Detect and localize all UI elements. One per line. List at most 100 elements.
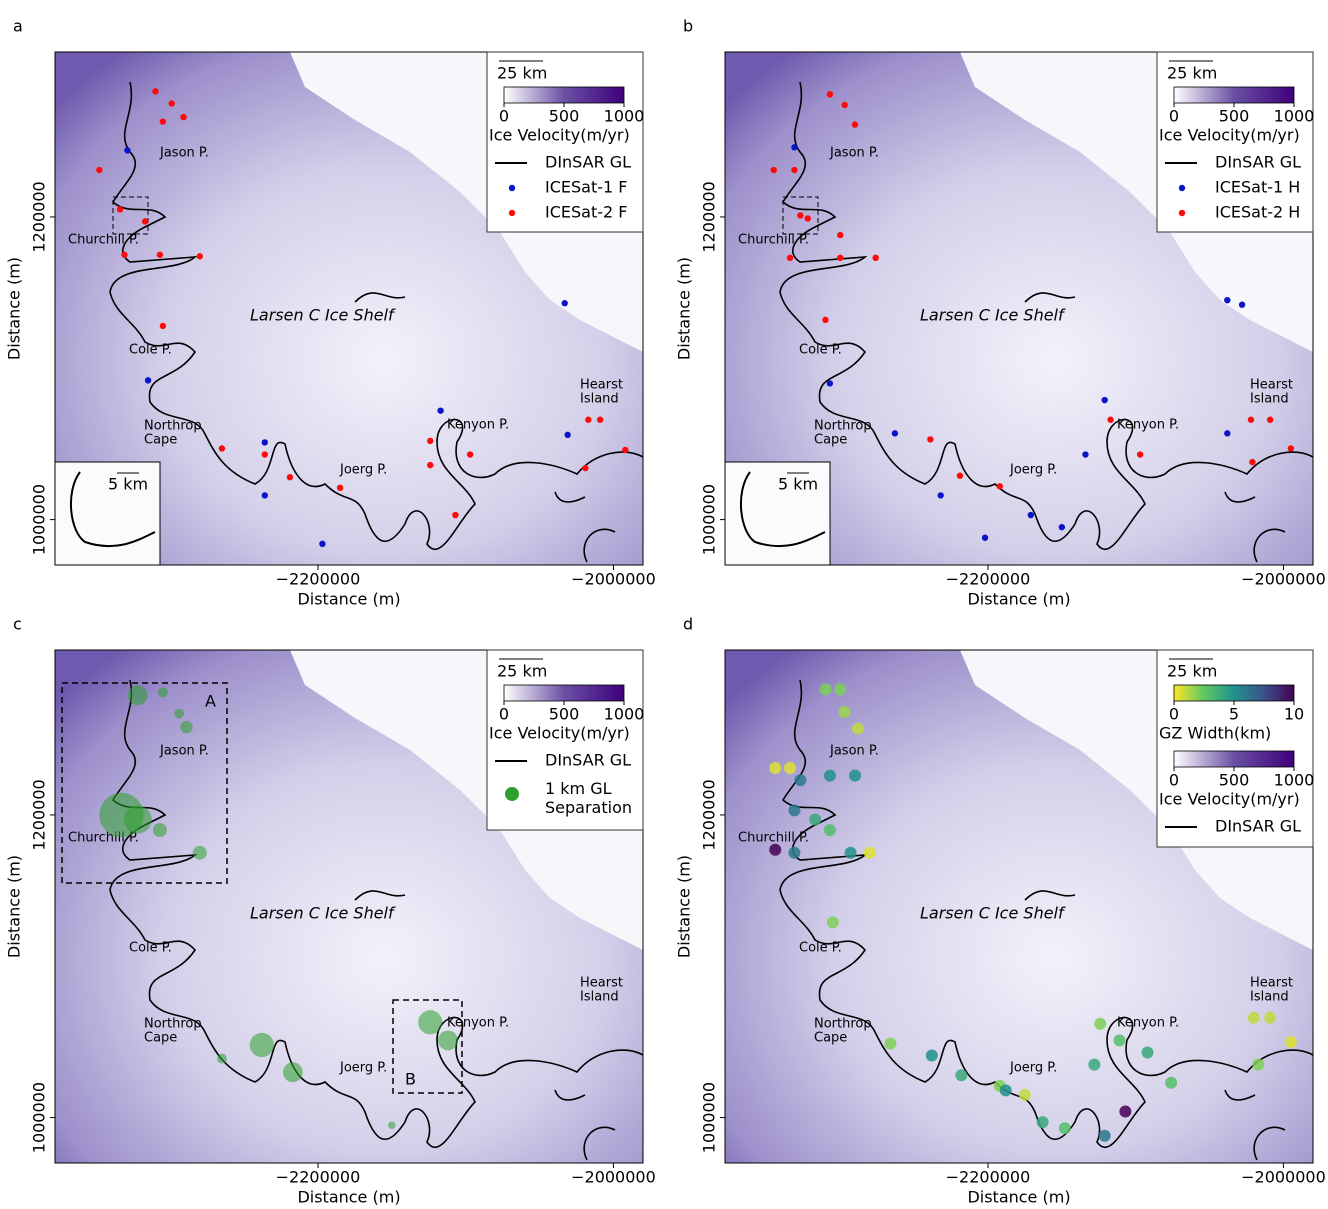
separation-circle (180, 721, 193, 734)
gz-width-point (788, 847, 800, 859)
point (452, 512, 458, 518)
legend-label-box: 1 km GL Separation (545, 779, 641, 821)
place-label: Cole P. (799, 343, 842, 358)
gz-width-point (1113, 1034, 1125, 1046)
point (1239, 302, 1245, 308)
colorbar-label: Ice Velocity(m/yr) (489, 724, 630, 743)
colorbar-tick-label: 500 (549, 107, 580, 126)
gz-width-point (1037, 1116, 1049, 1128)
x-axis-label: Distance (m) (967, 1188, 1070, 1206)
place-label: Jason P. (159, 146, 209, 161)
panel: Jason P.Churchill P.Cole P.NorthropCapeK… (5, 615, 656, 1206)
gz-width-point (834, 683, 846, 695)
point (262, 451, 268, 457)
place-label: Northrop (814, 1017, 872, 1032)
inset-scale-label: 5 km (108, 475, 148, 494)
scale-bar-label: 25 km (1167, 64, 1217, 83)
panel-label: c (13, 615, 22, 634)
x-tick-label: −2200000 (946, 570, 1031, 589)
point (937, 492, 943, 498)
x-axis-label: Distance (m) (967, 590, 1070, 609)
gz-width-point (769, 844, 781, 856)
point (564, 432, 570, 438)
gz-width-point (1165, 1077, 1177, 1089)
gz-width-point (819, 683, 831, 695)
point (997, 483, 1003, 489)
x-tick-label: −2200000 (276, 1168, 361, 1187)
separation-circle (388, 1121, 396, 1129)
point (771, 167, 777, 173)
gz-width-point (864, 847, 876, 859)
gz-width-point (1285, 1036, 1297, 1048)
separation-circle (217, 1054, 227, 1064)
legend-label: ICESat-2 H (1215, 203, 1300, 222)
point (1224, 430, 1230, 436)
separation-circle (124, 805, 152, 833)
legend: 25 km0510GZ Width(km)05001000Ice Velocit… (1157, 650, 1314, 847)
place-label: Island (580, 990, 619, 1005)
panel: Jason P.Churchill P.Cole P.NorthropCapeK… (675, 615, 1326, 1206)
legend: 25 km05001000Ice Velocity(m/yr)DInSAR GL… (487, 650, 644, 830)
gz-width-point (884, 1037, 896, 1049)
legend: 25 km05001000Ice Velocity(m/yr)DInSAR GL… (487, 52, 644, 232)
colorbar-label: Ice Velocity(m/yr) (1159, 790, 1300, 809)
colorbar-tick-label: 0 (499, 107, 509, 126)
point (427, 438, 433, 444)
point (1267, 417, 1273, 423)
figure: Jason P.Churchill P.Cole P.NorthropCapeK… (0, 0, 1328, 1205)
gz-width-point (1088, 1059, 1100, 1071)
gz-width-point (788, 804, 800, 816)
point (837, 255, 843, 261)
point (852, 121, 858, 127)
place-label: Larsen C Ice Shelf (920, 306, 1066, 325)
place-label: Cape (814, 1031, 847, 1046)
point (124, 147, 130, 153)
legend-label: ICESat-1 H (1215, 178, 1300, 197)
place-label: Cole P. (799, 941, 842, 956)
legend-marker (505, 787, 519, 801)
y-tick-label: 1000000 (700, 484, 719, 555)
point (791, 167, 797, 173)
gz-width-point (849, 770, 861, 782)
legend-label: ICESat-1 F (545, 178, 627, 197)
gz-width-point (1000, 1084, 1012, 1096)
colorbar-tick-label: 0 (1169, 705, 1179, 724)
y-tick-label: 1200000 (30, 181, 49, 252)
place-label: Island (1250, 392, 1289, 407)
colorbar-tick-label: 0 (1169, 107, 1179, 126)
legend-marker (1179, 185, 1185, 191)
colorbar-tick-label: 0 (499, 705, 509, 724)
legend-label: DInSAR GL (545, 153, 631, 172)
y-tick-label: 1000000 (30, 484, 49, 555)
point (467, 451, 473, 457)
place-label: Larsen C Ice Shelf (920, 904, 1066, 923)
point (791, 144, 797, 150)
point (982, 535, 988, 541)
x-tick-label: −2000000 (571, 1168, 656, 1187)
place-label: Kenyon P. (1117, 418, 1179, 433)
legend-label: ICESat-2 F (545, 203, 627, 222)
x-tick-label: −2000000 (1241, 1168, 1326, 1187)
gz-width-point (852, 723, 864, 735)
place-label: Hearst (580, 976, 623, 991)
point (1137, 451, 1143, 457)
place-label: Joerg P. (339, 1061, 387, 1076)
point (262, 492, 268, 498)
gz-width-point (1119, 1106, 1131, 1118)
place-label: Joerg P. (339, 463, 387, 478)
y-tick-label: 1200000 (30, 779, 49, 850)
separation-circle (438, 1031, 458, 1051)
gz-width-point (1059, 1122, 1071, 1134)
gz-width-point (769, 762, 781, 774)
point (219, 445, 225, 451)
point (805, 215, 811, 221)
y-axis-label: Distance (m) (675, 257, 694, 360)
place-label: Northrop (144, 1017, 202, 1032)
colorbar-tick-label: 1000 (604, 107, 645, 126)
separation-circle (193, 846, 207, 860)
place-label: Larsen C Ice Shelf (250, 904, 396, 923)
scale-bar-label: 25 km (497, 64, 547, 83)
point (827, 91, 833, 97)
colorbar-tick-label: 500 (1219, 107, 1250, 126)
